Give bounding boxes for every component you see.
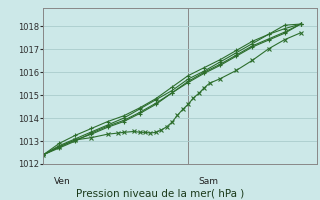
Text: Pression niveau de la mer( hPa ): Pression niveau de la mer( hPa ) — [76, 188, 244, 198]
Text: Ven: Ven — [54, 177, 71, 186]
Text: Sam: Sam — [199, 177, 219, 186]
